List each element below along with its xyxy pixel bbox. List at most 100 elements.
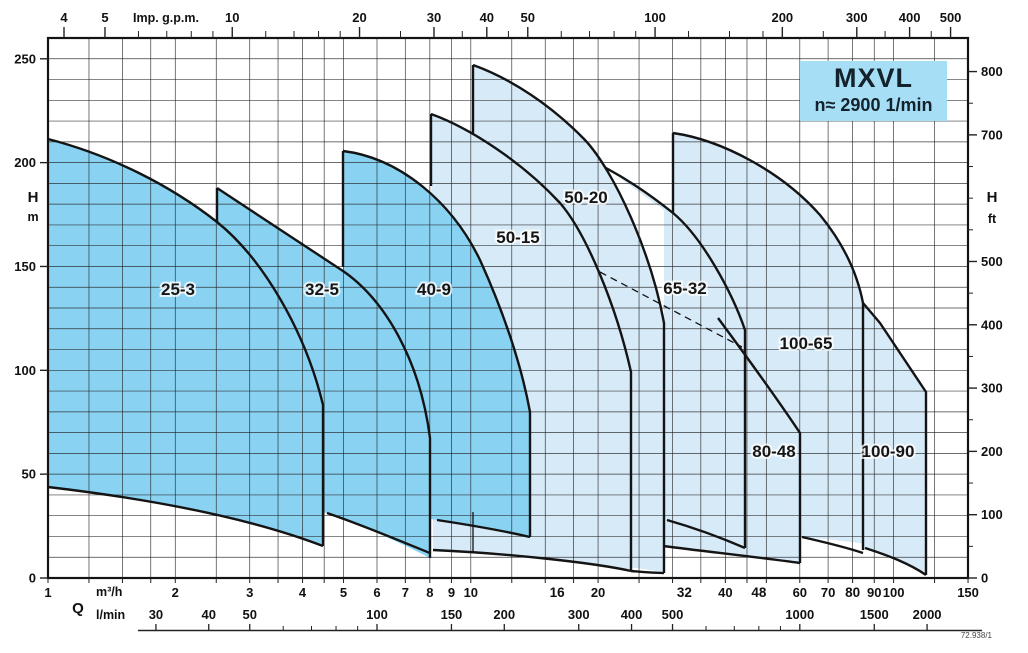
flow-m3h-tick-label: 100 [883,585,905,600]
envelope-outline-40-9 [436,518,531,539]
pump-speed-label: n≈ 2900 1/min [814,95,933,115]
right-axis-tick-label: 500 [981,254,1003,269]
envelope-outline-32-5 [326,511,431,555]
envelope-fill-40-9 [343,151,530,537]
top-axis-tick-label: 50 [521,10,535,25]
envelope-label-100-65: 100-65 [780,334,833,353]
flow-lmin-tick-label: 2000 [913,607,942,622]
flow-lmin-tick-label: 40 [202,607,216,622]
top-axis-tick-label: 5 [101,10,108,25]
envelope-outline-50-20 [630,569,665,575]
right-axis-tick-label: 700 [981,127,1003,142]
flow-lmin-unit-label: l/min [96,608,125,622]
envelope-outline-32-5 [216,186,432,558]
envelope-label-25-3: 25-3 [161,280,195,299]
left-axis-tick-label: 200 [14,155,36,170]
envelope-label-100-90: 100-90 [862,442,915,461]
flow-lmin-tick-label: 50 [242,607,256,622]
left-axis-title: H [28,189,39,206]
envelope-outline-50-15 [432,548,632,573]
flow-lmin-tick-label: 1500 [860,607,889,622]
right-axis-unit-label: ft [988,212,997,226]
right-axis-title: H [987,189,998,206]
flow-lmin-tick-label: 300 [568,607,590,622]
top-axis-tick-label: 40 [480,10,494,25]
envelope-outline-65-32 [666,518,746,550]
flow-m3h-tick-label: 7 [402,585,409,600]
right-axis-tick-label: 0 [981,571,988,586]
top-axis-tick-label: 100 [644,10,666,25]
envelope-outline-50-20 [472,63,666,573]
left-axis-tick-label: 150 [14,259,36,274]
envelope-fill-100-90 [863,310,926,575]
flow-m3h-tick-label: 6 [373,585,380,600]
flow-lmin-tick-label: 1000 [785,607,814,622]
flow-m3h-tick-label: 90 [867,585,881,600]
flow-m3h-tick-label: 2 [172,585,179,600]
flow-m3h-tick-label: 80 [845,585,860,600]
flow-lmin-tick-label: 100 [366,607,388,622]
flow-m3h-tick-label: 10 [464,585,478,600]
right-axis-tick-label: 100 [981,507,1003,522]
flow-m3h-unit-label: m³/h [96,585,122,599]
flow-lmin-tick-label: 30 [149,607,163,622]
top-axis-tick-label: 200 [771,10,793,25]
flow-m3h-tick-label: 1 [44,585,51,600]
envelope-label-40-9: 40-9 [417,280,451,299]
top-axis-tick-label: 20 [352,10,366,25]
flow-m3h-tick-label: 16 [550,585,566,600]
flow-m3h-tick-label: 9 [448,585,455,600]
left-axis-tick-label: 50 [22,467,36,482]
envelope-label-80-48: 80-48 [752,442,795,461]
pump-series-name: MXVL [833,63,913,93]
flow-m3h-tick-label: 150 [957,585,979,600]
envelope-outline-40-9 [342,149,532,537]
flow-m3h-tick-label: 20 [591,585,605,600]
envelope-outline-100-65 [672,131,928,575]
left-axis-unit-label: m [27,210,38,224]
right-axis-tick-label: 300 [981,381,1003,396]
flow-axis-title: Q [72,600,84,617]
top-axis-tick-label: 500 [940,10,962,25]
top-axis-unit-label: Imp. g.p.m. [133,11,199,25]
left-axis-tick-label: 100 [14,363,36,378]
flow-lmin-tick-label: 150 [441,607,463,622]
top-axis-tick-label: 300 [846,10,868,25]
envelope-outline-80-48 [717,317,802,563]
envelope-outline-25-3 [47,137,325,546]
flow-m3h-tick-label: 8 [426,585,433,600]
top-axis-tick-label: 4 [60,10,68,25]
flow-lmin-tick-label: 500 [662,607,684,622]
dashed-guide-line [599,271,743,348]
top-axis-tick-label: 10 [225,10,239,25]
envelope-label-50-15: 50-15 [496,228,539,247]
envelope-outline-100-90 [864,546,927,576]
envelope-label-50-20: 50-20 [564,188,607,207]
flow-m3h-tick-label: 32 [677,585,692,600]
flow-m3h-tick-label: 3 [246,585,253,600]
flow-m3h-tick-label: 4 [299,585,307,600]
top-axis-tick-label: 30 [427,10,441,25]
envelope-outline-25-3 [47,485,324,548]
left-axis-tick-label: 250 [14,51,36,66]
right-axis-tick-label: 200 [981,444,1003,459]
left-axis-tick-label: 0 [29,571,36,586]
right-axis-tick-label: 400 [981,317,1003,332]
flow-m3h-tick-label: 70 [821,585,835,600]
flow-m3h-tick-label: 5 [340,585,347,600]
envelope-outline-65-32 [605,166,747,548]
flow-lmin-tick-label: 400 [621,607,643,622]
envelope-outline-100-65 [801,535,864,555]
envelope-label-32-5: 32-5 [305,280,339,299]
top-axis-tick-label: 400 [899,10,921,25]
envelope-label-65-32: 65-32 [663,279,706,298]
right-axis-tick-label: 800 [981,64,1003,79]
envelope-outline-80-48 [662,544,801,565]
flow-m3h-tick-label: 60 [793,585,807,600]
flow-m3h-tick-label: 40 [718,585,732,600]
envelope-outline-50-15 [430,112,633,571]
chart-title-box: MXVL n≈ 2900 1/min [800,61,947,121]
document-reference-number: 72.938/1 [960,631,992,640]
